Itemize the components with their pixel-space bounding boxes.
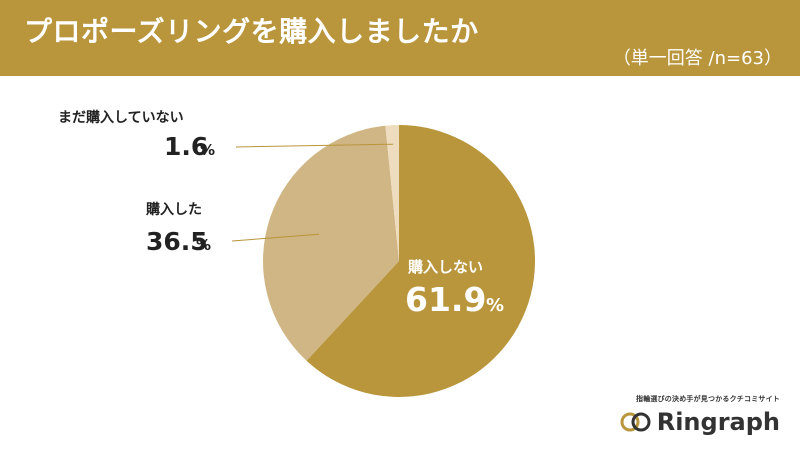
brand-block: 指輪選びの決め手が見つかるクチコミサイト Ringraph [610,394,780,436]
slice-unit-purchased: % [196,236,211,254]
sample-note: （単一回答 /n=63） [612,48,782,69]
slice-value-purchased: 36.5 [146,227,208,256]
pie-slice-purchased [263,125,399,361]
slice-unit-not-yet: % [200,141,215,159]
leader-line-purchased [231,233,320,242]
brand-tagline: 指輪選びの決め手が見つかるクチコミサイト [636,395,780,403]
slice-value-not-yet: 1.6 [164,132,208,161]
slice-value-not-purchased: 61.9 [405,280,486,319]
page-title: プロポーズリングを購入しましたか [24,15,479,48]
slice-label-not-purchased: 購入しない [407,258,483,276]
brand-name: Ringraph [656,408,780,436]
pie-slice-not-purchased [306,125,536,397]
double-ring-logo-icon [620,412,651,432]
slice-label-not-yet: まだ購入していない [58,109,184,126]
brand-logo-row: Ringraph [610,408,780,436]
leader-line-not-yet [235,143,394,148]
header-bar: プロポーズリングを購入しましたか （単一回答 /n=63） [0,0,800,76]
slice-unit-not-purchased: % [486,295,504,316]
slice-label-purchased: 購入した [145,201,202,218]
pie-slice-not-yet [385,125,399,261]
